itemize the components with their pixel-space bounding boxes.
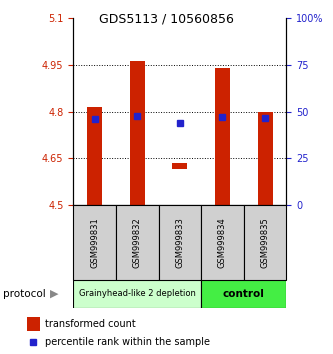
- FancyBboxPatch shape: [73, 280, 201, 308]
- Text: Grainyhead-like 2 depletion: Grainyhead-like 2 depletion: [79, 289, 195, 298]
- Bar: [130, 61, 145, 205]
- Bar: [87, 107, 102, 205]
- Text: GDS5113 / 10560856: GDS5113 / 10560856: [99, 12, 234, 25]
- Text: ▶: ▶: [50, 289, 58, 299]
- Text: protocol: protocol: [3, 289, 46, 299]
- Text: GSM999833: GSM999833: [175, 217, 184, 268]
- Text: GSM999832: GSM999832: [133, 217, 142, 268]
- FancyBboxPatch shape: [201, 205, 244, 280]
- Bar: [172, 163, 187, 169]
- Text: control: control: [223, 289, 265, 299]
- Bar: [258, 112, 272, 205]
- Text: transformed count: transformed count: [45, 319, 136, 329]
- FancyBboxPatch shape: [73, 205, 116, 280]
- Text: GSM999831: GSM999831: [90, 217, 99, 268]
- Text: GSM999834: GSM999834: [218, 217, 227, 268]
- FancyBboxPatch shape: [201, 280, 286, 308]
- FancyBboxPatch shape: [116, 205, 159, 280]
- Text: percentile rank within the sample: percentile rank within the sample: [45, 337, 210, 347]
- FancyBboxPatch shape: [244, 205, 286, 280]
- Text: GSM999835: GSM999835: [260, 217, 270, 268]
- FancyBboxPatch shape: [159, 205, 201, 280]
- Bar: [215, 68, 230, 205]
